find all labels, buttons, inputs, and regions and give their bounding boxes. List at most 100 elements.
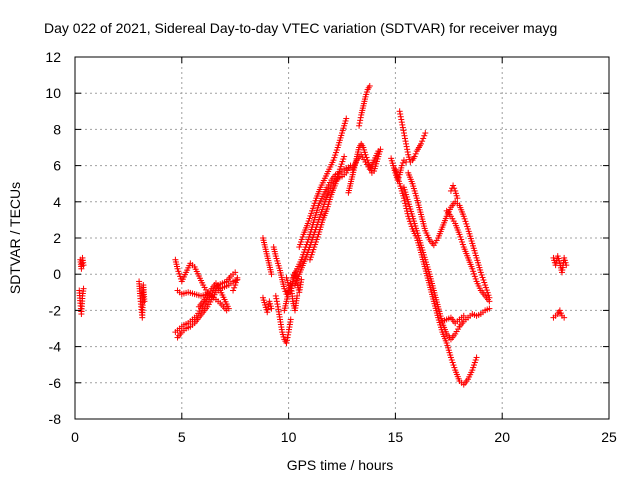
data-point — [311, 244, 318, 251]
data-point — [287, 316, 294, 323]
data-point — [402, 135, 409, 142]
data-point — [460, 213, 467, 220]
data-point — [309, 205, 316, 212]
data-point — [398, 119, 405, 126]
data-point — [274, 301, 281, 308]
data-point — [481, 279, 488, 286]
data-point — [297, 241, 304, 248]
data-point — [298, 236, 305, 243]
data-point — [174, 265, 181, 272]
data-point — [399, 121, 406, 128]
data-point — [400, 127, 407, 134]
data-point — [451, 185, 458, 192]
data-point — [268, 305, 275, 312]
data-point — [478, 271, 485, 278]
data-point — [312, 241, 319, 248]
data-point — [556, 307, 563, 314]
data-point — [458, 236, 465, 243]
data-point — [316, 214, 323, 221]
data-point — [403, 205, 410, 212]
x-tick-label: 10 — [281, 429, 297, 445]
data-point — [421, 132, 428, 139]
data-point — [454, 195, 461, 202]
data-point — [357, 114, 364, 121]
data-point — [332, 152, 339, 159]
data-point — [273, 295, 280, 302]
data-point — [462, 218, 469, 225]
data-point — [396, 108, 403, 115]
data-point — [469, 367, 476, 374]
x-tick-label: 0 — [71, 429, 79, 445]
data-point — [563, 262, 570, 269]
data-point — [309, 207, 316, 214]
data-point — [339, 158, 346, 165]
data-point — [459, 238, 466, 245]
data-point — [401, 197, 408, 204]
data-point — [471, 359, 478, 366]
data-point — [264, 306, 271, 313]
data-point — [420, 135, 427, 142]
data-point — [472, 275, 479, 282]
data-point — [375, 148, 382, 155]
x-tick-label: 20 — [494, 429, 510, 445]
data-point — [176, 270, 183, 277]
data-point — [330, 157, 337, 164]
data-point — [356, 122, 363, 129]
data-point — [471, 273, 478, 280]
x-tick-label: 5 — [178, 429, 186, 445]
data-point — [307, 212, 314, 219]
data-point — [283, 337, 290, 344]
data-point — [310, 202, 317, 209]
data-point — [308, 251, 315, 258]
y-tick-label: 12 — [45, 49, 61, 65]
y-tick-label: 2 — [53, 230, 61, 246]
data-point — [357, 117, 364, 124]
data-point — [398, 162, 405, 169]
data-point — [486, 298, 493, 305]
data-point — [398, 116, 405, 123]
data-point — [477, 269, 484, 276]
data-point — [456, 231, 463, 238]
y-tick-label: -4 — [49, 339, 62, 355]
data-point — [312, 197, 319, 204]
data-point — [461, 215, 468, 222]
data-point — [312, 238, 319, 245]
data-point — [310, 246, 317, 253]
data-point — [459, 241, 466, 248]
data-point — [80, 285, 87, 292]
data-point — [294, 292, 301, 299]
data-point — [400, 130, 407, 137]
data-point — [404, 149, 411, 156]
data-point — [464, 223, 471, 230]
data-points — [76, 82, 570, 388]
data-point — [561, 314, 568, 321]
y-tick-label: 6 — [53, 158, 61, 174]
axis-ticks: 0 5 10 15 20 25 -8 -6 -4 -2 0 2 4 6 8 10 12 — [45, 49, 617, 445]
y-tick-label: 8 — [53, 121, 61, 137]
x-axis-title: GPS time / hours — [287, 457, 394, 473]
y-tick-label: -2 — [49, 302, 62, 318]
data-point — [397, 111, 404, 118]
data-point — [418, 140, 425, 147]
grid — [75, 57, 609, 419]
x-tick-label: 25 — [601, 429, 617, 445]
data-point — [557, 310, 564, 317]
data-point — [333, 147, 340, 154]
data-point — [305, 217, 312, 224]
data-point — [336, 166, 343, 173]
data-point — [451, 364, 458, 371]
data-point — [340, 156, 347, 163]
data-point — [471, 362, 478, 369]
data-point — [314, 233, 321, 240]
data-point — [460, 312, 467, 319]
data-point — [366, 82, 373, 89]
data-point — [306, 256, 313, 263]
data-point — [333, 149, 340, 156]
data-point — [299, 233, 306, 240]
data-point — [331, 154, 338, 161]
data-point — [472, 356, 479, 363]
data-point — [264, 309, 271, 316]
data-point — [470, 268, 477, 275]
data-point — [356, 120, 363, 127]
